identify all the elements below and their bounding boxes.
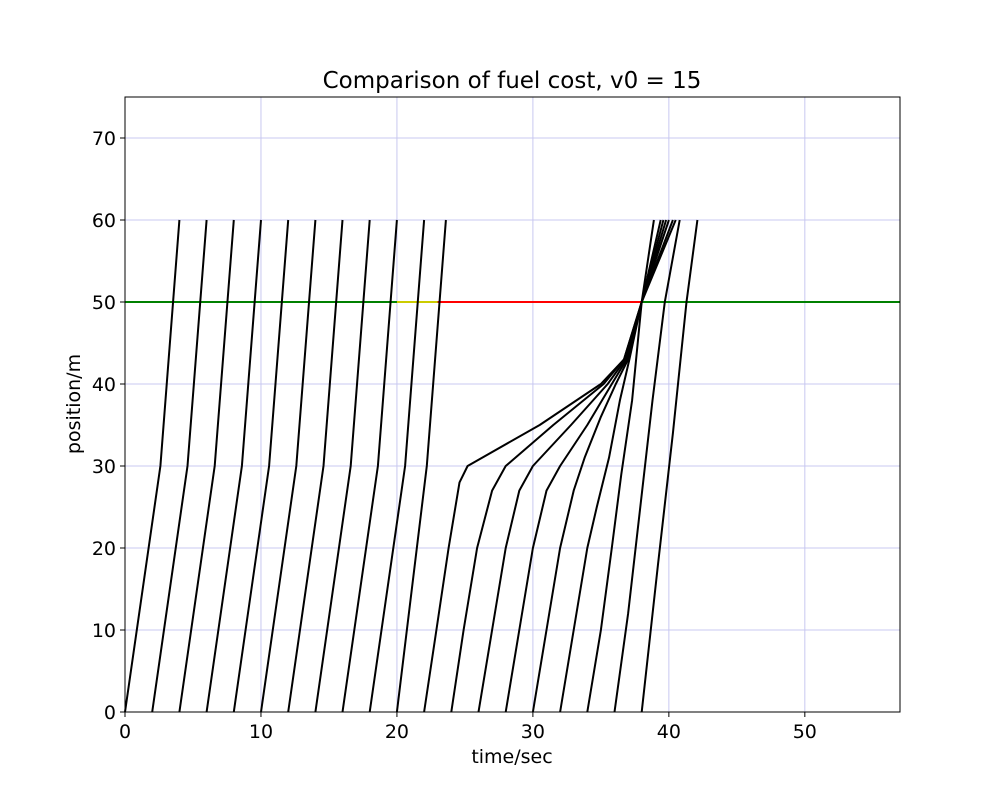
y-axis-label: position/m <box>63 354 85 454</box>
y-tick-label: 50 <box>92 292 116 314</box>
y-tick-label: 40 <box>92 374 116 396</box>
vehicle-trajectory-line <box>178 219 235 713</box>
y-tick-label: 60 <box>92 210 116 232</box>
y-tick-label: 20 <box>92 538 116 560</box>
x-tick-label: 50 <box>793 721 817 743</box>
vehicle-trajectory-line <box>341 219 398 713</box>
plot-frame <box>124 96 901 713</box>
y-tick-label: 30 <box>92 456 116 478</box>
x-tick-label: 40 <box>657 721 681 743</box>
vehicle-trajectory-line <box>613 219 681 713</box>
y-tick-label: 70 <box>92 128 116 150</box>
vehicle-trajectory-line <box>640 219 699 713</box>
vehicle-trajectory-line <box>314 219 371 713</box>
x-tick-label: 20 <box>385 721 409 743</box>
vehicle-trajectory-line <box>232 219 290 713</box>
x-tick-label: 0 <box>119 721 131 743</box>
vehicle-trajectory-line <box>205 219 262 713</box>
y-tick-label: 0 <box>104 702 116 724</box>
grid-lines <box>124 97 900 713</box>
chart-title: Comparison of fuel cost, v0 = 15 <box>323 68 702 94</box>
vehicle-trajectory-line <box>586 219 655 713</box>
x-axis-ticks: 0 10 20 30 40 50 <box>119 712 817 743</box>
trajectory-series-group <box>124 219 699 713</box>
vehicle-trajectory-line <box>559 219 662 713</box>
vehicle-trajectory-line <box>287 219 344 713</box>
x-axis-label: time/sec <box>471 746 552 768</box>
vehicle-trajectory-line <box>151 219 208 713</box>
vehicle-trajectory-line <box>368 219 426 713</box>
vehicle-trajectory-line <box>124 219 181 713</box>
y-tick-label: 10 <box>92 620 116 642</box>
x-tick-label: 10 <box>249 721 273 743</box>
vehicle-trajectory-line <box>395 219 447 713</box>
vehicle-trajectory-line <box>260 219 317 713</box>
y-axis-ticks: 0 10 20 30 40 50 60 70 <box>92 128 125 724</box>
x-tick-label: 30 <box>521 721 545 743</box>
